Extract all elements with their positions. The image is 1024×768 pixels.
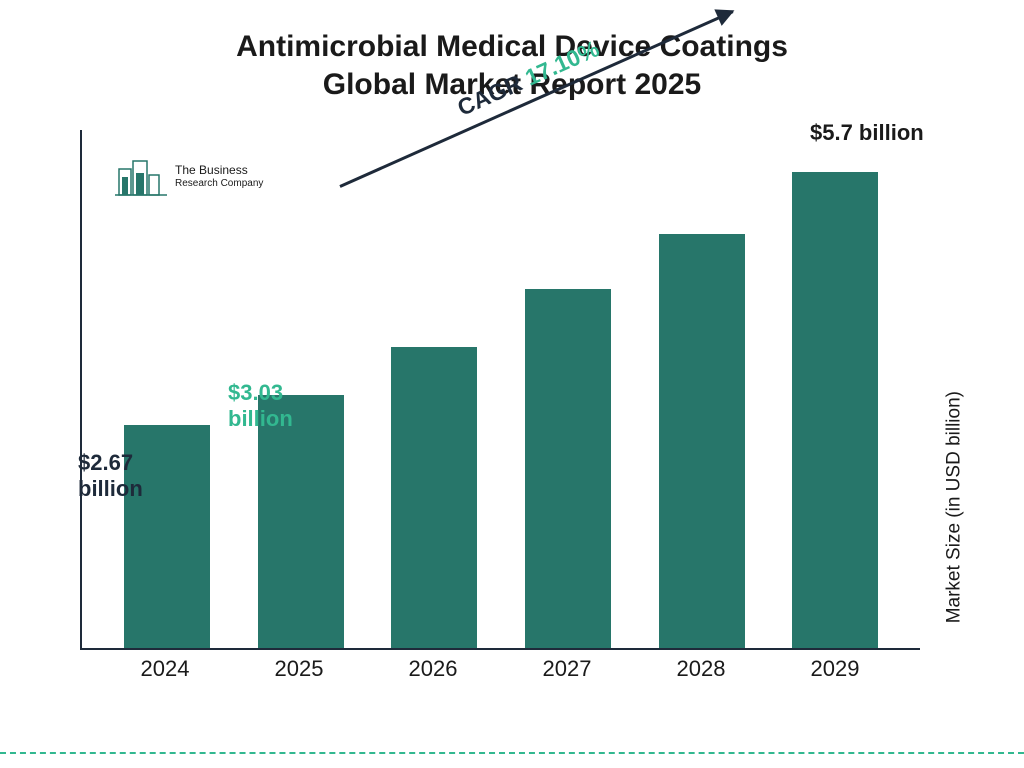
bars-container bbox=[82, 130, 920, 648]
x-tick-label: 2027 bbox=[500, 656, 634, 682]
bar-slot bbox=[367, 130, 501, 648]
bar-slot bbox=[501, 130, 635, 648]
bar-slot bbox=[100, 130, 234, 648]
plot-region bbox=[80, 130, 920, 650]
bar bbox=[525, 289, 611, 648]
y-axis-label: Market Size (in USD billion) bbox=[943, 391, 965, 623]
value-label: $3.03billion bbox=[228, 380, 293, 433]
bottom-dashed-line bbox=[0, 752, 1024, 754]
bar bbox=[792, 172, 878, 648]
x-tick-label: 2024 bbox=[98, 656, 232, 682]
bar bbox=[258, 395, 344, 648]
chart-area: 202420252026202720282029 Market Size (in… bbox=[80, 130, 950, 690]
bar bbox=[391, 347, 477, 648]
bar-slot bbox=[635, 130, 769, 648]
title-line-1: Antimicrobial Medical Device Coatings bbox=[236, 30, 788, 63]
bar-slot bbox=[768, 130, 902, 648]
bar bbox=[659, 234, 745, 648]
x-tick-label: 2029 bbox=[768, 656, 902, 682]
x-tick-label: 2026 bbox=[366, 656, 500, 682]
x-axis-labels: 202420252026202720282029 bbox=[80, 656, 920, 682]
value-label: $5.7 billion bbox=[810, 120, 924, 146]
value-label: $2.67billion bbox=[78, 450, 143, 503]
x-tick-label: 2025 bbox=[232, 656, 366, 682]
x-tick-label: 2028 bbox=[634, 656, 768, 682]
